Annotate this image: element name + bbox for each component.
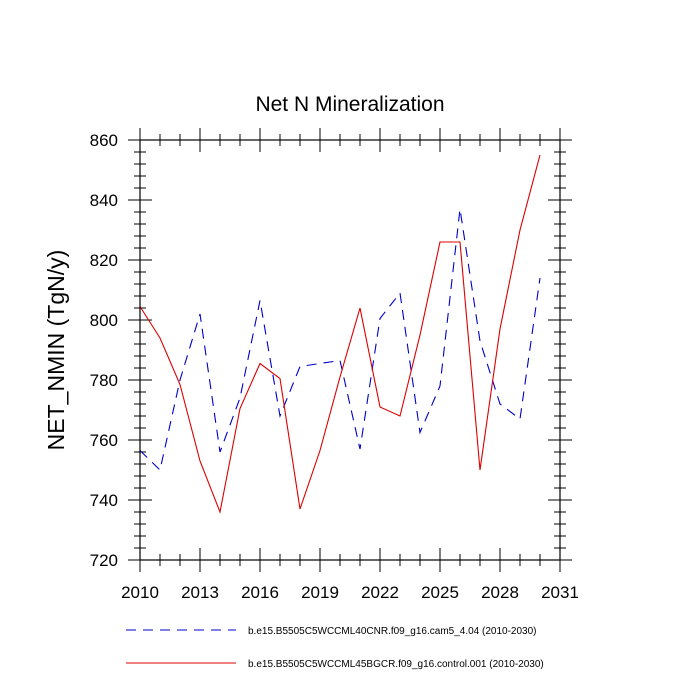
y-tick-label: 740	[90, 491, 118, 510]
plot-frame	[139, 139, 561, 561]
tick-label-layer: 2010 2013 2016 2019 2022 2025 2028 2031 720 740 76…	[90, 131, 579, 602]
legend: b.e15.B5505C5WCCML40CNR.f09_g16.cam5_4.0…	[126, 626, 544, 670]
chart-title: Net N Mineralization	[255, 93, 444, 116]
x-tick-label: 2025	[421, 583, 459, 602]
legend-label: b.e15.B5505C5WCCML45BGCR.f09_g16.control…	[248, 659, 544, 670]
x-tick-label: 2019	[301, 583, 339, 602]
series-line-control	[139, 154, 541, 514]
y-tick-label: 840	[90, 191, 118, 210]
series-line-cam5	[139, 208, 541, 472]
x-tick-label: 2016	[241, 583, 279, 602]
y-tick-label: 760	[90, 431, 118, 450]
series-layer	[139, 154, 541, 514]
x-tick-label: 2013	[181, 583, 219, 602]
x-tick-label: 2022	[361, 583, 399, 602]
x-tick-label: 2031	[541, 583, 579, 602]
y-tick-label: 780	[90, 371, 118, 390]
y-axis-label: NET_NMIN (TgN/y)	[43, 250, 69, 451]
y-tick-label: 820	[90, 251, 118, 270]
y-tick-label: 800	[90, 311, 118, 330]
axis-ticks-layer	[128, 128, 572, 572]
x-tick-label: 2028	[481, 583, 519, 602]
y-tick-label: 720	[90, 551, 118, 570]
y-tick-label: 860	[90, 131, 118, 150]
x-tick-label: 2010	[121, 583, 159, 602]
legend-label: b.e15.B5505C5WCCML40CNR.f09_g16.cam5_4.0…	[248, 626, 537, 637]
